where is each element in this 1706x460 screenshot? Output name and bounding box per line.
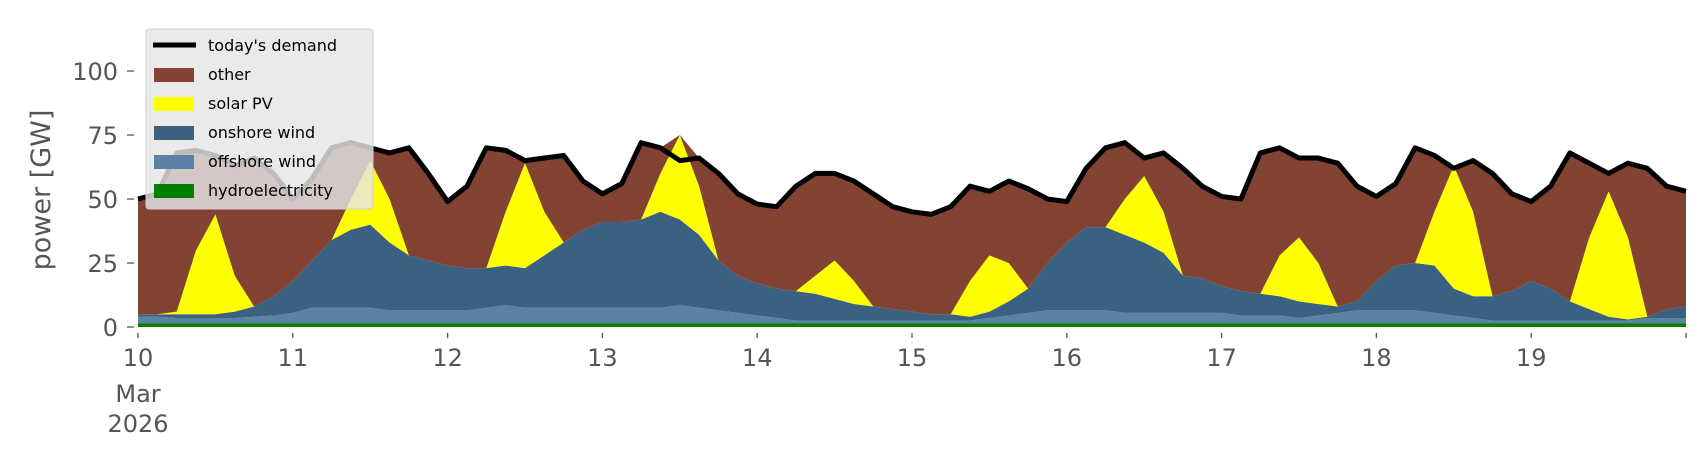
y-tick-label: 75 <box>87 122 118 150</box>
area-hydroelectricity <box>138 323 1686 327</box>
x-tick-label: 10 <box>123 344 154 372</box>
x-tick-label: 11 <box>278 344 309 372</box>
x-tick-sublabel: 2026 <box>107 410 168 438</box>
legend-swatch <box>154 184 194 198</box>
stacked-areas <box>138 135 1686 327</box>
x-tick-label: 14 <box>742 344 773 372</box>
y-tick-label: 100 <box>72 58 118 86</box>
legend: today's demand other solar PV onshore wind o… <box>145 28 374 210</box>
legend-label: today's demand <box>208 36 337 55</box>
x-tick-label: 18 <box>1361 344 1392 372</box>
legend-label: other <box>208 65 251 84</box>
legend-box <box>145 28 374 210</box>
x-tick-sublabel: Mar <box>115 380 160 408</box>
legend-swatch <box>154 155 194 169</box>
y-tick-label: 0 <box>103 314 118 342</box>
x-tick-label: 17 <box>1206 344 1237 372</box>
area-other <box>138 135 1686 317</box>
legend-swatch <box>154 97 194 111</box>
x-tick-label: 16 <box>1052 344 1083 372</box>
x-tick-label: 12 <box>432 344 463 372</box>
x-tick-label: 13 <box>587 344 618 372</box>
x-tick-label: 15 <box>897 344 928 372</box>
legend-label: offshore wind <box>208 152 316 171</box>
area-onshore-wind <box>138 211 1686 321</box>
legend-label: onshore wind <box>208 123 315 142</box>
area-solar-pv <box>138 135 1686 320</box>
y-axis-label: power [GW] <box>26 110 57 271</box>
legend-label: hydroelectricity <box>208 181 333 200</box>
y-tick-label: 50 <box>87 186 118 214</box>
x-tick-label: 19 <box>1516 344 1547 372</box>
y-tick-label: 25 <box>87 250 118 278</box>
area-offshore-wind <box>138 305 1686 324</box>
legend-label: solar PV <box>208 94 273 113</box>
legend-swatch <box>154 68 194 82</box>
legend-swatch <box>154 126 194 140</box>
demand-line <box>137 140 1687 217</box>
